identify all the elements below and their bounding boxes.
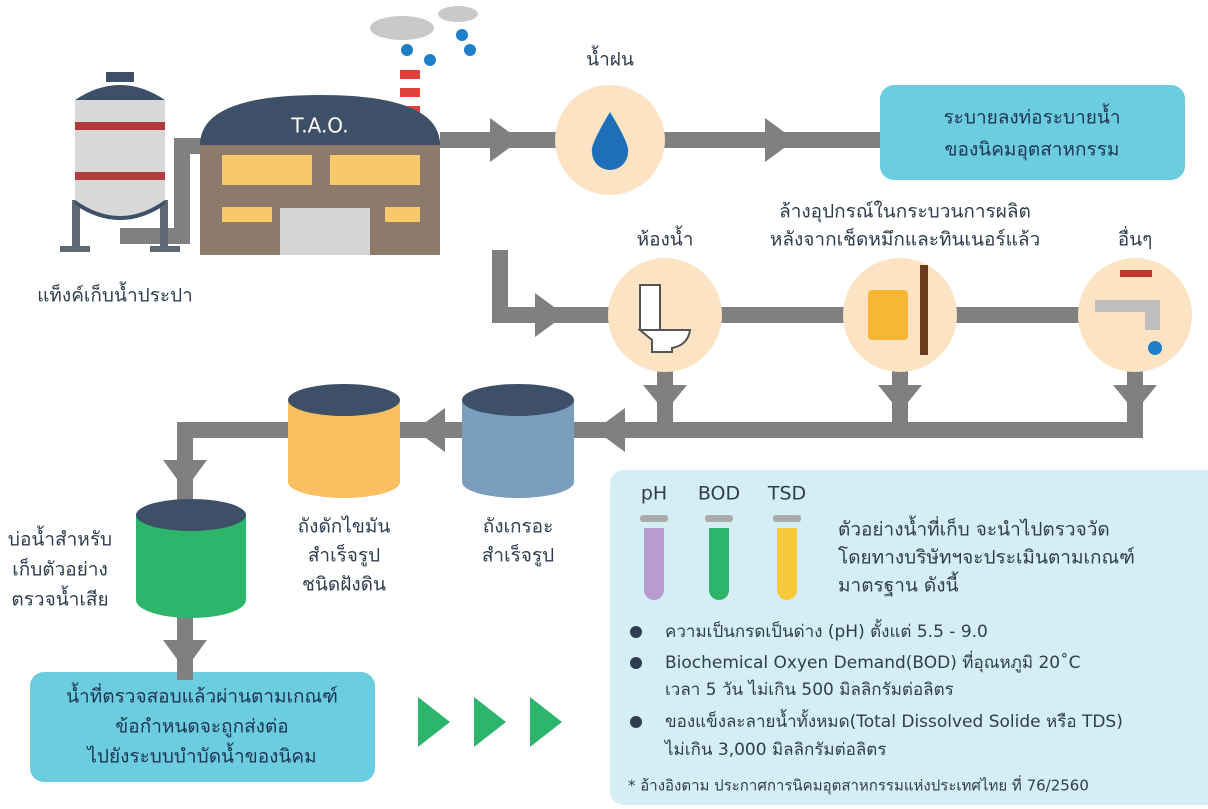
- tube-label: pH: [641, 483, 667, 505]
- footnote: * อ้างอิงตาม ประกาศการนิคมอุตสาหกรรมแห่ง…: [628, 775, 1089, 796]
- pond-label: บ่อน้ำสำหรับ: [8, 526, 112, 551]
- criterion: Biochemical Oxyen Demand(BOD) ที่อุณหภูม…: [665, 650, 1081, 673]
- criterion: ของแข็งละลายน้ำทั้งหมด(Total Dissolved S…: [665, 709, 1123, 732]
- grease-label: สำเร็จรูป: [308, 543, 380, 567]
- forward-arrows: [418, 697, 562, 747]
- water-tank-icon: [60, 72, 180, 252]
- criterion: ไม่เกิน 3,000 มิลลิกรัมต่อลิตร: [663, 739, 886, 760]
- pond-label: เก็บตัวอย่าง: [12, 557, 108, 581]
- pond-label: ตรวจน้ำเสีย: [11, 586, 108, 611]
- test-intro: โดยทางบริษัทฯจะประเมินตามเกณฑ์: [838, 546, 1135, 569]
- tube-label: TSD: [767, 483, 806, 505]
- septic-label: ถังเกรอะ: [483, 516, 554, 538]
- diagram: T.A.O. แท็งค์เก็บน้ำประปา น้ำฝน ระบายลงท…: [0, 0, 1208, 809]
- result-text: ข้อกำหนดจะถูกส่งต่อ: [115, 716, 288, 738]
- source-label: หลังจากเช็ดหมึกและทินเนอร์แล้ว: [770, 227, 1040, 251]
- tube-label: BOD: [698, 483, 740, 505]
- test-intro: มาตรฐาน ดังนี้: [838, 572, 959, 597]
- result-text: น้ำที่ตรวจสอบแล้วผ่านตามเกณฑ์: [66, 683, 338, 708]
- grease-label: ชนิดฝังดิน: [302, 574, 386, 596]
- rain-label: น้ำฝน: [586, 46, 634, 71]
- drain-box: [880, 85, 1185, 180]
- drain-text: ระบายลงท่อระบายน้ำ: [943, 104, 1120, 129]
- drain-text: ของนิคมอุตสาหกรรม: [945, 139, 1120, 162]
- criterion: เวลา 5 วัน ไม่เกิน 500 มิลลิกรัมต่อลิตร: [665, 679, 954, 700]
- result-text: ไปยังระบบบำบัดน้ำของนิคม: [85, 743, 316, 768]
- pipe: [500, 250, 1135, 315]
- source-label: อื่นๆ: [1118, 226, 1153, 251]
- source-label: ห้องน้ำ: [637, 226, 694, 251]
- test-intro: ตัวอย่างน้ำที่เก็บ จะนำไปตรวจวัด: [838, 516, 1110, 541]
- source-label: ล้างอุปกรณ์ในกระบวนการผลิต: [779, 201, 1031, 224]
- septic-label: สำเร็จรูป: [482, 543, 554, 567]
- tank-label: แท็งค์เก็บน้ำประปา: [37, 282, 193, 307]
- factory-label: T.A.O.: [290, 114, 348, 138]
- grease-label: ถังดักไขมัน: [298, 516, 391, 538]
- criterion: ความเป็นกรดเป็นด่าง (pH) ตั้งแต่ 5.5 - 9…: [665, 619, 988, 642]
